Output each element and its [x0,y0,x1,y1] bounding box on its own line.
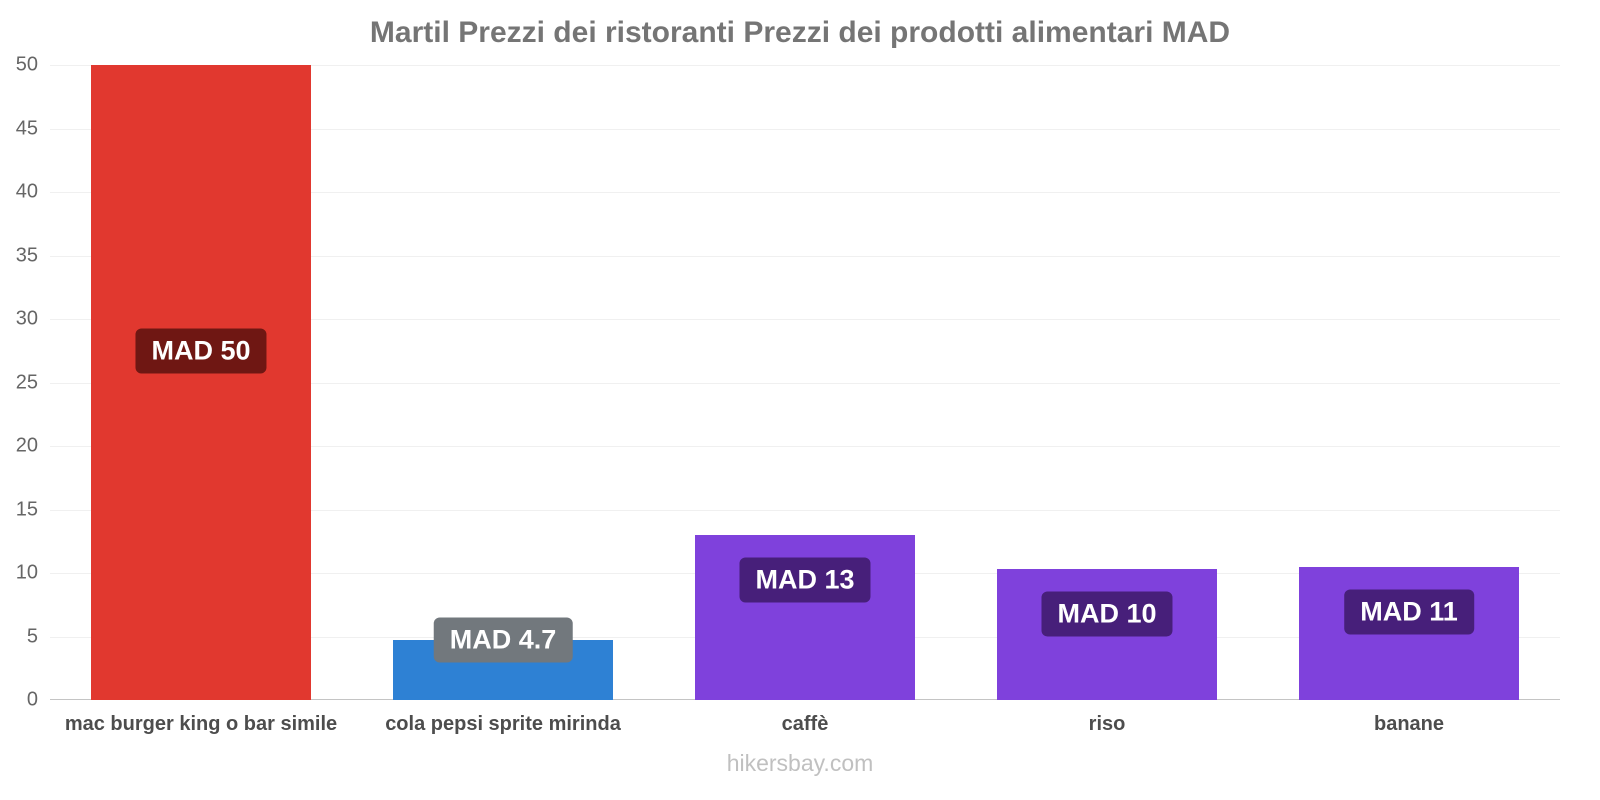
y-tick-label: 35 [15,244,38,266]
gridline [50,255,1560,257]
chart-title: Martil Prezzi dei ristoranti Prezzi dei … [369,16,1231,49]
bar-value-label: MAD 10 [1041,591,1173,637]
plot-area: MAD 50 MAD 4.7 MAD 13 MAD 10 MAD 11 [50,65,1560,700]
y-tick-label: 25 [15,371,38,393]
x-category-label: banane [1373,713,1445,735]
y-tick-label: 10 [15,561,38,584]
y-tick-label: 50 [15,53,38,76]
bar-value-label: MAD 13 [739,557,871,603]
y-tick-label: 15 [15,498,38,520]
gridline [50,446,1560,447]
gridline [50,65,1560,66]
y-tick-label: 20 [15,434,38,457]
gridline [50,382,1560,384]
bar-value-label: MAD 11 [1344,589,1474,635]
x-category-label: cola pepsi sprite mirinda [385,713,621,735]
y-tick-label: 45 [15,117,38,139]
bar-value-label: MAD 4.7 [433,617,573,663]
y-tick-label: 40 [15,180,38,203]
y-axis: 0 5 10 15 20 25 30 35 40 45 50 [0,54,44,711]
y-tick-label: 5 [26,625,38,647]
gridline [50,192,1560,193]
x-category-label: caffè [781,713,829,735]
x-category-label: mac burger king o bar simile [64,713,338,735]
footer-link[interactable]: hikersbay.com [726,750,874,776]
y-tick-label: 30 [15,307,38,330]
y-tick-label: 0 [26,688,38,711]
bar-1 [91,65,311,700]
x-category-label: riso [1088,713,1126,735]
bar-value-label: MAD 50 [135,328,267,374]
gridline [50,128,1560,130]
gridline [50,509,1560,511]
gridline [50,319,1560,320]
x-axis: mac burger king o bar simile cola pepsi s… [50,700,1560,748]
